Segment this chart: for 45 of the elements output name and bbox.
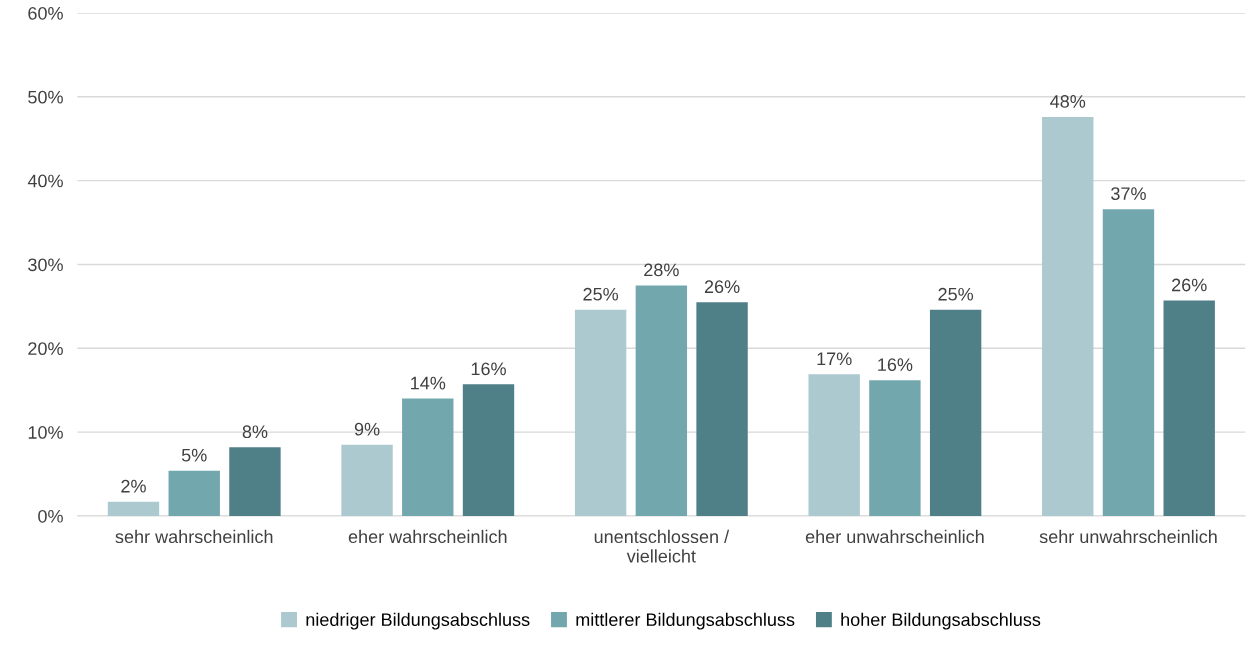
bar: [229, 447, 281, 516]
bar: [107, 501, 160, 516]
data-label: 16%: [471, 362, 506, 376]
bar: [929, 309, 982, 516]
bar: [696, 302, 748, 516]
data-label: 14%: [411, 376, 446, 390]
y-tick-label: 20%: [28, 342, 63, 356]
bar: [1163, 300, 1215, 516]
data-label: 17%: [817, 352, 852, 366]
bar: [574, 309, 627, 516]
data-label: 16%: [878, 358, 913, 372]
bar: [168, 470, 220, 516]
data-label: 25%: [938, 287, 974, 301]
bar: [635, 285, 688, 516]
data-label: 2%: [121, 479, 146, 493]
bar: [462, 384, 515, 516]
data-label: 37%: [1111, 187, 1146, 201]
x-tick-label: eher wahrscheinlich: [348, 529, 507, 544]
legend-label: niedriger Bildungsabschluss: [306, 612, 530, 630]
x-tick-label: eher unwahrscheinlich: [805, 529, 984, 544]
bar: [808, 374, 860, 516]
data-label: 26%: [1172, 278, 1207, 292]
data-label: 8%: [242, 425, 268, 439]
y-tick-label: 0%: [38, 509, 63, 523]
x-tick-label: sehr unwahrscheinlich: [1039, 529, 1217, 544]
bar: [402, 398, 454, 516]
data-label: 5%: [181, 448, 207, 462]
x-tick-label: unentschlossen / vielleicht: [594, 529, 730, 563]
y-tick-label: 30%: [28, 258, 63, 272]
y-tick-label: 40%: [27, 174, 63, 188]
data-label: 9%: [354, 422, 380, 436]
legend-label: mittlerer Bildungsabschluss: [576, 612, 795, 630]
data-label: 48%: [1050, 95, 1086, 108]
y-tick-label: 10%: [28, 426, 63, 439]
legend-label: hoher Bildungsabschluss: [841, 612, 1041, 630]
y-tick-label: 60%: [28, 6, 63, 20]
bar: [1042, 116, 1094, 516]
data-label: 28%: [644, 263, 679, 277]
bar: [341, 444, 393, 516]
x-tick-label: sehr wahrscheinlich: [115, 529, 273, 544]
data-label: 26%: [704, 280, 740, 294]
bar: [869, 380, 921, 516]
data-label: 25%: [583, 287, 619, 301]
bar: [1102, 209, 1155, 516]
y-tick-label: 50%: [28, 90, 63, 104]
